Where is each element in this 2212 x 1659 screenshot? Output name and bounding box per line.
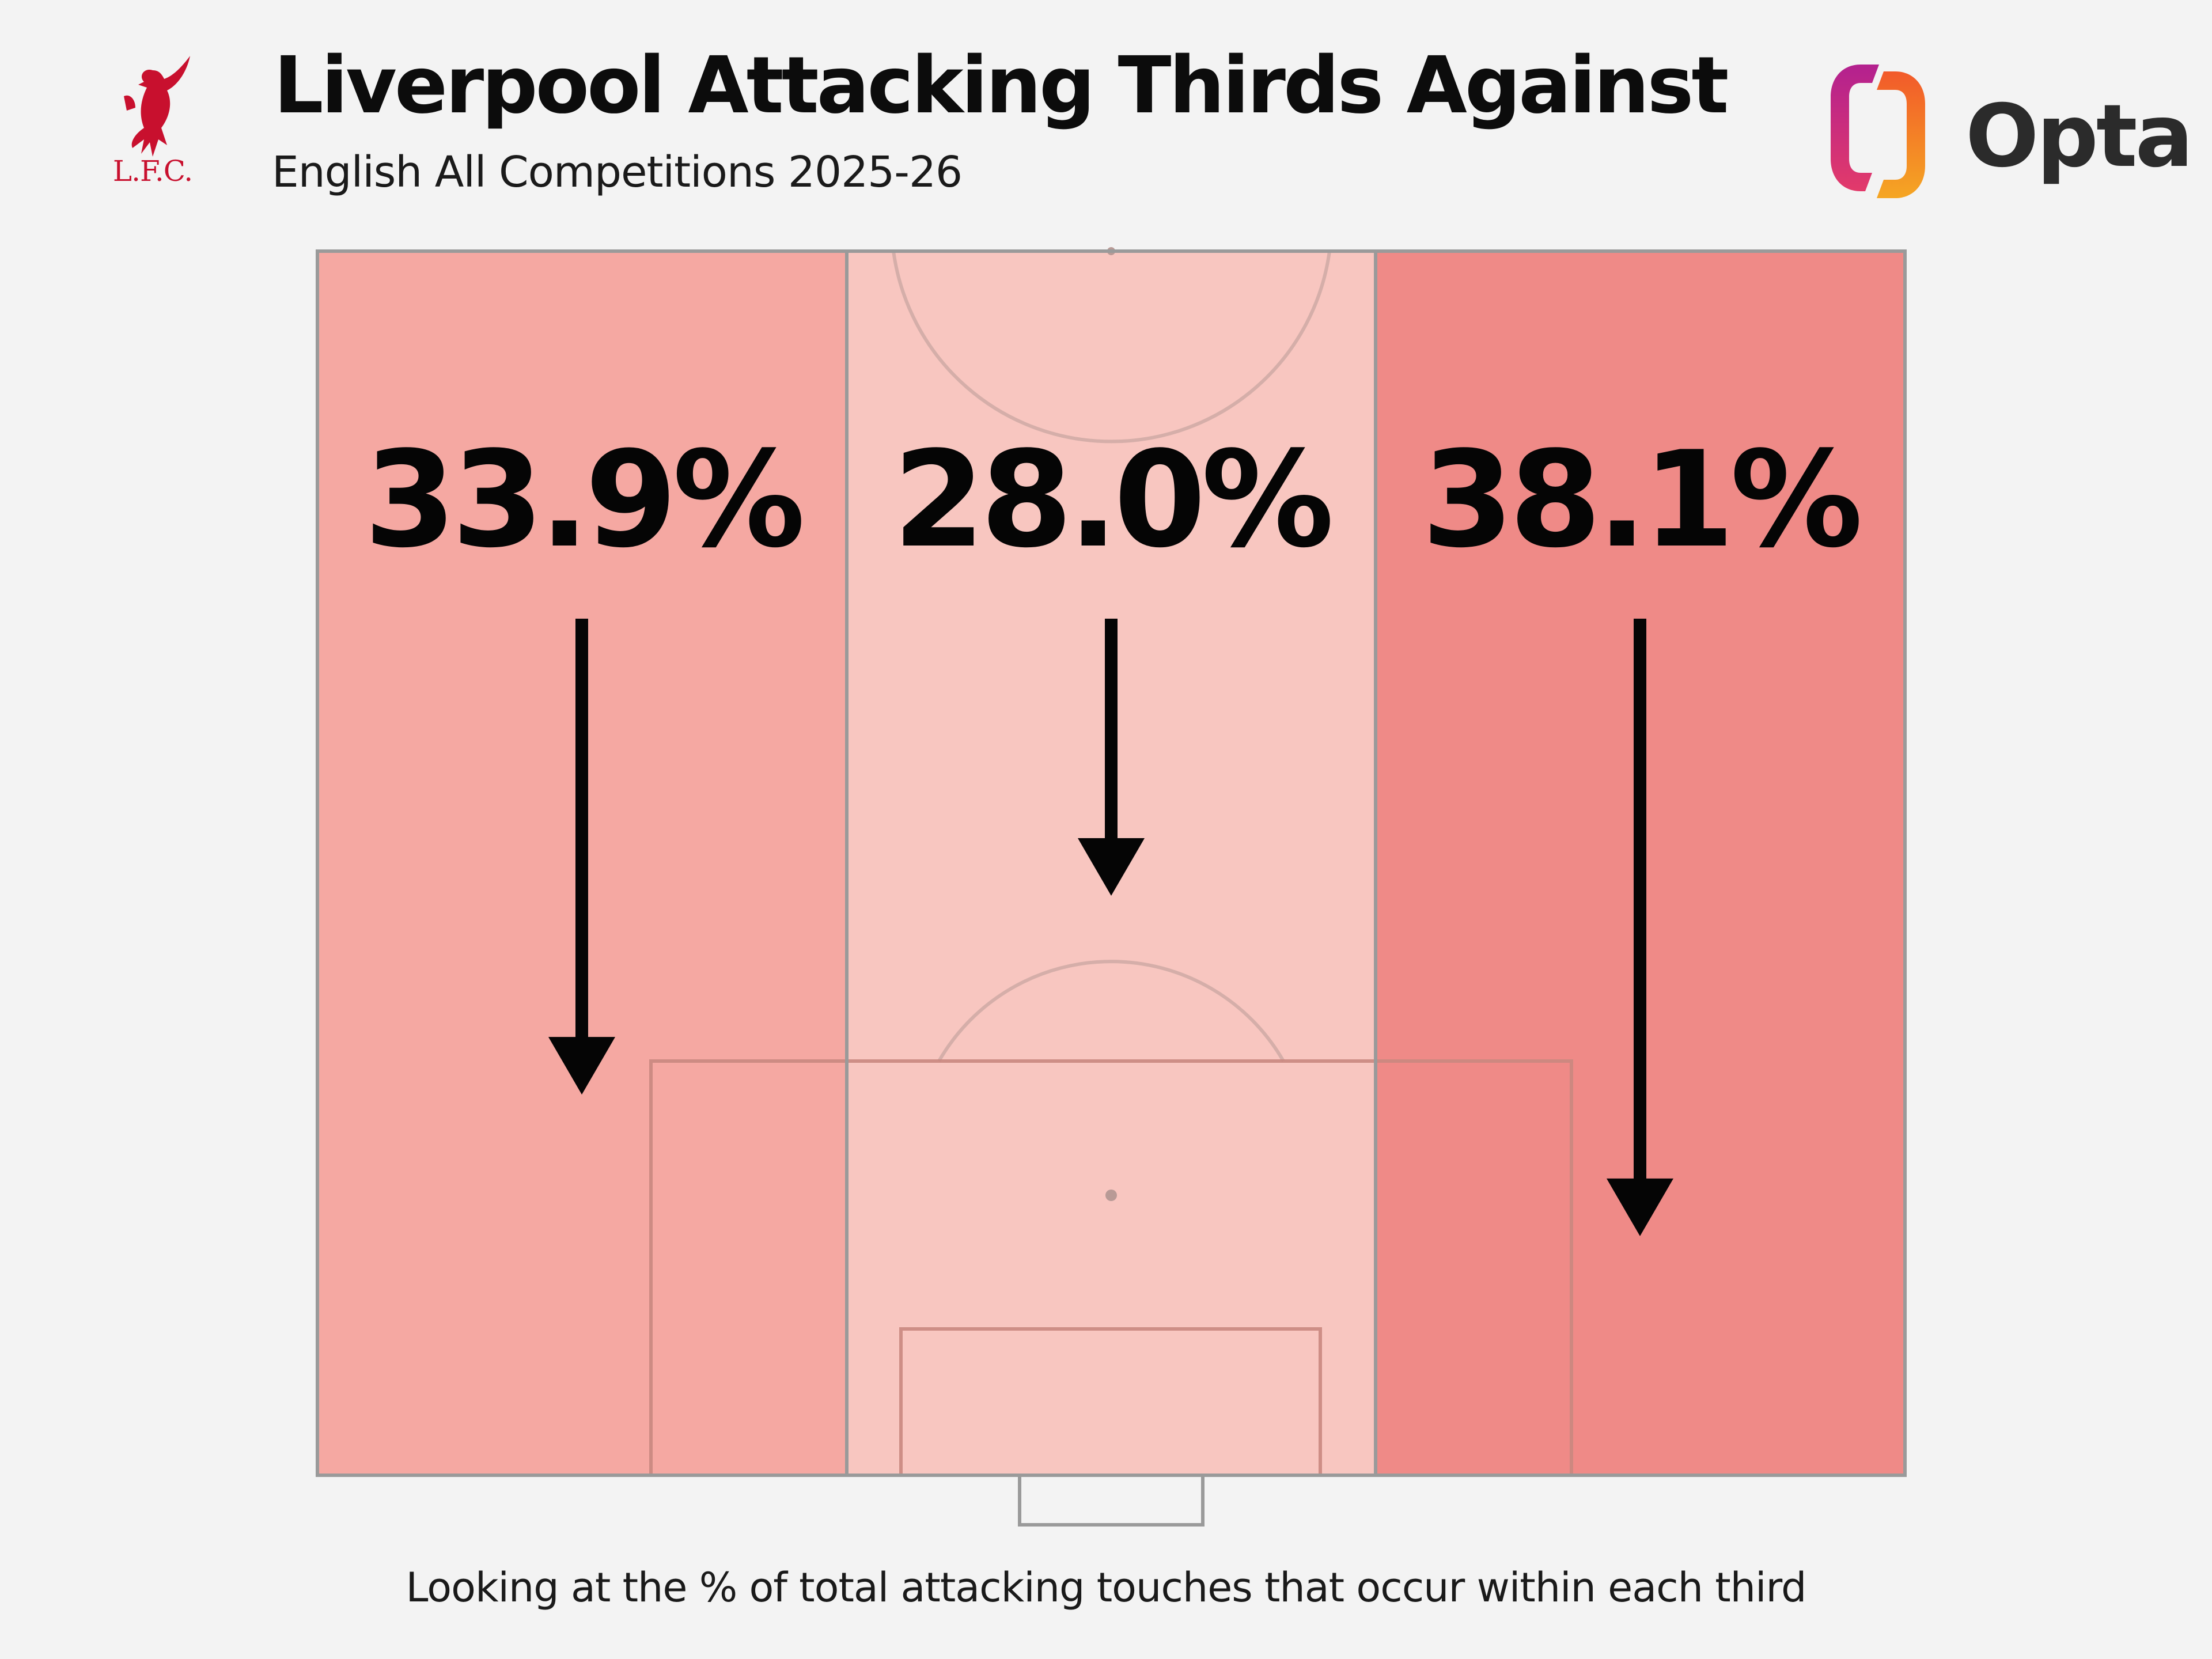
goal (1018, 1474, 1205, 1527)
chart-subtitle: English All Competitions 2025-26 (272, 147, 963, 197)
chart-annotation: Looking at the % of total attacking touc… (406, 1564, 1807, 1611)
arrow-head-right (1607, 1178, 1673, 1236)
arrow-head-centre (1078, 838, 1145, 896)
opta-wordmark: Opta (1965, 86, 2194, 187)
value-label-centre: 28.0% (893, 423, 1334, 577)
centre-circle (892, 251, 1331, 444)
value-label-right: 38.1% (1422, 423, 1863, 577)
club-logo-text: L.F.C. (112, 154, 193, 188)
penalty-arc (937, 960, 1285, 1062)
value-label-left: 33.9% (364, 423, 805, 577)
arrow-head-left (548, 1037, 615, 1095)
penalty-spot (1105, 1190, 1117, 1201)
opta-logo-icon (1831, 65, 1925, 198)
chart-title: Liverpool Attacking Thirds Against (274, 40, 1729, 131)
liverbird-icon (124, 56, 190, 157)
